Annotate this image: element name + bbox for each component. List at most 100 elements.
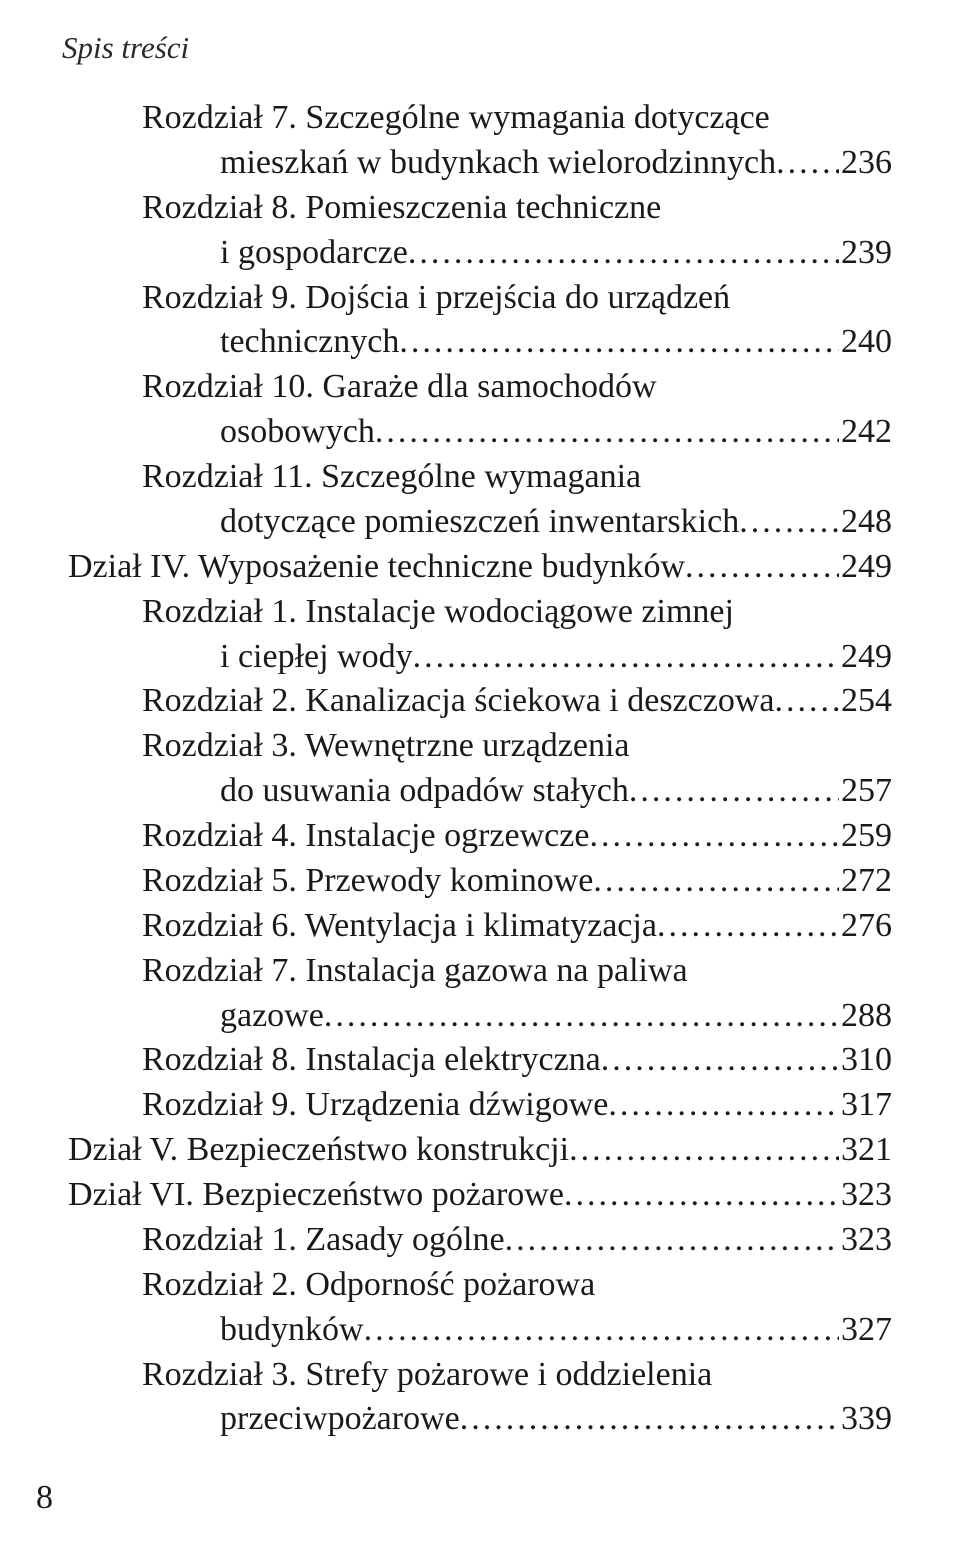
toc-entry-page: 239: [839, 231, 892, 276]
toc-entry: gazowe..................................…: [220, 994, 892, 1039]
toc-entry-label: Rozdział 6. Wentylacja i klimatyzacja: [142, 904, 657, 949]
toc-entry-label: Dział VI. Bezpieczeństwo pożarowe: [68, 1173, 564, 1218]
toc-leader-dots: ........................................…: [413, 635, 839, 680]
toc-line-text: Rozdział 7. Instalacja gazowa na paliwa: [142, 952, 688, 989]
toc-entry-label: Rozdział 4. Instalacje ogrzewcze: [142, 814, 589, 859]
toc-line-text: Rozdział 3. Strefy pożarowe i oddzieleni…: [142, 1356, 712, 1393]
toc-entry: Rozdział 9. Urządzenia dźwigowe.........…: [142, 1083, 892, 1128]
toc-entry: osobowych...............................…: [220, 410, 892, 455]
toc-entry-label: Rozdział 9. Urządzenia dźwigowe: [142, 1083, 608, 1128]
toc-entry: technicznych............................…: [220, 320, 892, 365]
toc-entry-label: technicznych: [220, 320, 399, 365]
toc-line: Rozdział 3. Wewnętrzne urządzenia: [142, 724, 892, 769]
toc-entry: do usuwania odpadów stałych.............…: [220, 769, 892, 814]
toc-leader-dots: ........................................…: [569, 1128, 839, 1173]
toc-leader-dots: ........................................…: [505, 1218, 839, 1263]
toc-entry-label: osobowych: [220, 410, 375, 455]
toc-leader-dots: ........................................…: [399, 320, 839, 365]
toc-entry: Rozdział 6. Wentylacja i klimatyzacja...…: [142, 904, 892, 949]
toc-entry-page: 254: [839, 679, 892, 724]
toc-line-text: Rozdział 8. Pomieszczenia techniczne: [142, 189, 661, 226]
toc-entry-page: 240: [839, 320, 892, 365]
toc-entry-label: Rozdział 8. Instalacja elektryczna: [142, 1038, 601, 1083]
toc-entry-page: 323: [839, 1218, 892, 1263]
toc-entry-page: 249: [839, 635, 892, 680]
toc-leader-dots: ........................................…: [629, 769, 839, 814]
toc-line-text: Rozdział 11. Szczególne wymagania: [142, 458, 641, 495]
toc-entry: przeciwpożarowe.........................…: [220, 1397, 892, 1442]
toc-line: Rozdział 10. Garaże dla samochodów: [142, 365, 892, 410]
toc-line-text: Rozdział 9. Dojścia i przejścia do urząd…: [142, 279, 730, 316]
toc-leader-dots: ........................................…: [774, 679, 839, 724]
toc-entry-label: Rozdział 2. Kanalizacja ściekowa i deszc…: [142, 679, 774, 724]
toc-leader-dots: ........................................…: [608, 1083, 839, 1128]
toc-entry-page: 323: [839, 1173, 892, 1218]
toc-entry-label: i gospodarcze: [220, 231, 408, 276]
toc-content: Rozdział 7. Szczególne wymagania dotyczą…: [60, 96, 892, 1442]
toc-leader-dots: ........................................…: [564, 1173, 839, 1218]
page: Spis treści Rozdział 7. Szczególne wymag…: [0, 0, 960, 1549]
toc-entry-page: 327: [839, 1308, 892, 1353]
toc-entry: Dział VI. Bezpieczeństwo pożarowe.......…: [68, 1173, 892, 1218]
toc-line-text: Rozdział 7. Szczególne wymagania dotyczą…: [142, 99, 770, 136]
toc-entry-label: Rozdział 5. Przewody kominowe: [142, 859, 593, 904]
toc-leader-dots: ........................................…: [324, 994, 839, 1039]
toc-leader-dots: ........................................…: [601, 1038, 839, 1083]
toc-line: Rozdział 1. Instalacje wodociągowe zimne…: [142, 590, 892, 635]
toc-entry-page: 339: [839, 1397, 892, 1442]
toc-entry: Rozdział 5. Przewody kominowe...........…: [142, 859, 892, 904]
toc-entry-label: przeciwpożarowe: [220, 1397, 460, 1442]
toc-leader-dots: ........................................…: [589, 814, 839, 859]
toc-entry: Rozdział 4. Instalacje ogrzewcze........…: [142, 814, 892, 859]
toc-entry-page: 317: [839, 1083, 892, 1128]
toc-entry: Dział IV. Wyposażenie techniczne budynkó…: [68, 545, 892, 590]
toc-entry-page: 257: [839, 769, 892, 814]
page-number: 8: [36, 1479, 53, 1517]
toc-leader-dots: ........................................…: [776, 141, 839, 186]
toc-entry: budynków................................…: [220, 1308, 892, 1353]
toc-leader-dots: ........................................…: [408, 231, 839, 276]
toc-entry-page: 288: [839, 994, 892, 1039]
toc-line: Rozdział 8. Pomieszczenia techniczne: [142, 186, 892, 231]
toc-entry-label: Rozdział 1. Zasady ogólne: [142, 1218, 505, 1263]
toc-entry-label: Dział V. Bezpieczeństwo konstrukcji: [68, 1128, 569, 1173]
toc-entry: i ciepłej wody..........................…: [220, 635, 892, 680]
toc-leader-dots: ........................................…: [685, 545, 839, 590]
toc-line-text: Rozdział 2. Odporność pożarowa: [142, 1266, 595, 1303]
toc-entry: Rozdział 1. Zasady ogólne...............…: [142, 1218, 892, 1263]
toc-entry-label: dotyczące pomieszczeń inwentarskich: [220, 500, 739, 545]
toc-line: Rozdział 7. Szczególne wymagania dotyczą…: [142, 96, 892, 141]
toc-entry: mieszkań w budynkach wielorodzinnych....…: [220, 141, 892, 186]
toc-leader-dots: ........................................…: [364, 1308, 839, 1353]
toc-line: Rozdział 3. Strefy pożarowe i oddzieleni…: [142, 1353, 892, 1398]
toc-leader-dots: ........................................…: [657, 904, 839, 949]
toc-entry-label: do usuwania odpadów stałych: [220, 769, 629, 814]
toc-entry: Rozdział 8. Instalacja elektryczna......…: [142, 1038, 892, 1083]
toc-entry-page: 248: [839, 500, 892, 545]
toc-entry-page: 236: [839, 141, 892, 186]
toc-entry-label: budynków: [220, 1308, 364, 1353]
toc-entry-page: 321: [839, 1128, 892, 1173]
toc-line-text: Rozdział 1. Instalacje wodociągowe zimne…: [142, 593, 734, 630]
toc-leader-dots: ........................................…: [375, 410, 839, 455]
toc-entry: dotyczące pomieszczeń inwentarskich.....…: [220, 500, 892, 545]
toc-leader-dots: ........................................…: [739, 500, 839, 545]
toc-leader-dots: ........................................…: [593, 859, 839, 904]
toc-entry-page: 242: [839, 410, 892, 455]
toc-entry-page: 310: [839, 1038, 892, 1083]
toc-entry-page: 276: [839, 904, 892, 949]
toc-leader-dots: ........................................…: [460, 1397, 839, 1442]
toc-entry-page: 272: [839, 859, 892, 904]
toc-entry: i gospodarcze...........................…: [220, 231, 892, 276]
toc-entry: Rozdział 2. Kanalizacja ściekowa i deszc…: [142, 679, 892, 724]
page-header: Spis treści: [62, 30, 892, 66]
toc-entry-label: mieszkań w budynkach wielorodzinnych: [220, 141, 776, 186]
toc-entry-page: 249: [839, 545, 892, 590]
toc-line-text: Rozdział 10. Garaże dla samochodów: [142, 368, 657, 405]
toc-line: Rozdział 7. Instalacja gazowa na paliwa: [142, 949, 892, 994]
toc-entry-page: 259: [839, 814, 892, 859]
toc-line: Rozdział 2. Odporność pożarowa: [142, 1263, 892, 1308]
toc-line: Rozdział 9. Dojścia i przejścia do urząd…: [142, 276, 892, 321]
toc-entry-label: Dział IV. Wyposażenie techniczne budynkó…: [68, 545, 685, 590]
toc-line: Rozdział 11. Szczególne wymagania: [142, 455, 892, 500]
